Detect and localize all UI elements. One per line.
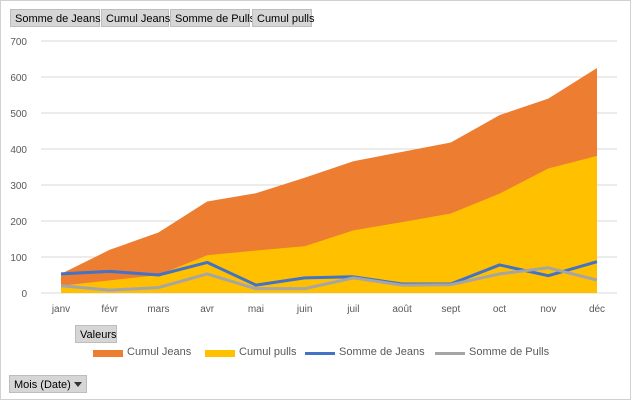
field-button-cumul-pulls[interactable]: Cumul pulls: [252, 9, 314, 27]
y-tick-label-200: 200: [10, 217, 27, 228]
line-series-0: [60, 260, 598, 287]
field-button-cumul-jeans[interactable]: Cumul Jeans: [101, 9, 170, 27]
legend-swatch-cumul-jeans: [93, 350, 123, 357]
legend-label-somme-pulls: Somme de Pulls: [469, 346, 550, 358]
x-tick-label-3: avr: [200, 304, 215, 315]
y-tick-label-500: 500: [10, 109, 27, 120]
x-tick-label-6: juil: [346, 304, 359, 315]
field-button-somme-jeans[interactable]: Somme de Jeans: [10, 9, 101, 27]
x-tick-label-11: déc: [589, 304, 605, 315]
x-tick-label-8: sept: [441, 304, 460, 315]
x-tick-label-0: janv: [51, 304, 70, 315]
y-axis-ticks: 0 100 200 300 400 500 600 700: [10, 37, 27, 300]
x-tick-label-2: mars: [147, 304, 169, 315]
x-tick-label-7: août: [392, 304, 412, 315]
area-series-1: [61, 155, 597, 293]
legend-label-cumul-jeans: Cumul Jeans: [127, 346, 192, 358]
area-series: [61, 68, 597, 293]
y-tick-label-100: 100: [10, 253, 27, 264]
y-tick-label-600: 600: [10, 73, 27, 84]
line-series: [60, 260, 598, 292]
x-tick-label-5: juin: [296, 304, 313, 315]
y-tick-label-700: 700: [10, 37, 27, 48]
line-series-1: [60, 266, 598, 292]
field-button-somme-pulls[interactable]: Somme de Pulls: [170, 9, 255, 27]
legend-swatch-somme-pulls: [435, 352, 465, 355]
y-tick-label-300: 300: [10, 181, 27, 192]
field-button-mois-label: Mois (Date): [14, 379, 71, 391]
field-button-mois-date[interactable]: Mois (Date): [9, 375, 87, 393]
x-tick-label-1: févr: [101, 304, 118, 315]
legend-label-somme-jeans: Somme de Jeans: [339, 346, 425, 358]
x-tick-label-9: oct: [493, 304, 507, 315]
legend-label-cumul-pulls: Cumul pulls: [239, 346, 297, 358]
y-tick-label-400: 400: [10, 145, 27, 156]
x-axis-ticks: janv févr mars avr mai juin juil août sept oct nov…: [51, 304, 605, 315]
legend-swatch-somme-jeans: [305, 352, 335, 355]
legend-swatch-cumul-pulls: [205, 350, 235, 357]
field-button-valeurs[interactable]: Valeurs: [75, 325, 117, 343]
x-tick-label-10: nov: [540, 304, 556, 315]
dropdown-arrow-icon[interactable]: [74, 382, 82, 387]
x-tick-label-4: mai: [248, 304, 264, 315]
y-tick-label-0: 0: [21, 289, 27, 300]
